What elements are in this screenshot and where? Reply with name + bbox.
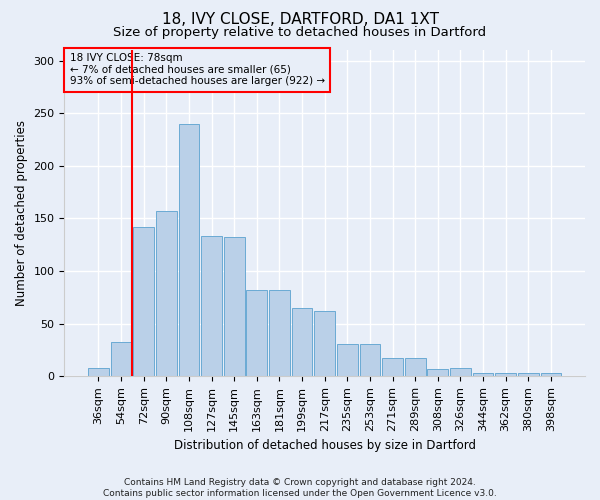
Bar — [541, 373, 562, 376]
Bar — [292, 308, 313, 376]
Bar — [359, 344, 380, 376]
Bar — [247, 290, 267, 376]
Bar — [269, 290, 290, 376]
Text: Size of property relative to detached houses in Dartford: Size of property relative to detached ho… — [113, 26, 487, 39]
Bar — [382, 358, 403, 376]
Bar — [110, 342, 131, 376]
Bar — [314, 311, 335, 376]
Bar — [337, 344, 358, 376]
Bar — [88, 368, 109, 376]
Bar — [518, 373, 539, 376]
Text: 18 IVY CLOSE: 78sqm
← 7% of detached houses are smaller (65)
93% of semi-detache: 18 IVY CLOSE: 78sqm ← 7% of detached hou… — [70, 54, 325, 86]
Bar — [179, 124, 199, 376]
Bar — [427, 369, 448, 376]
Text: 18, IVY CLOSE, DARTFORD, DA1 1XT: 18, IVY CLOSE, DARTFORD, DA1 1XT — [161, 12, 439, 28]
Bar — [405, 358, 425, 376]
Bar — [495, 373, 516, 376]
Text: Contains HM Land Registry data © Crown copyright and database right 2024.
Contai: Contains HM Land Registry data © Crown c… — [103, 478, 497, 498]
Bar — [156, 211, 177, 376]
Bar — [450, 368, 471, 376]
X-axis label: Distribution of detached houses by size in Dartford: Distribution of detached houses by size … — [174, 440, 476, 452]
Bar — [133, 227, 154, 376]
Y-axis label: Number of detached properties: Number of detached properties — [15, 120, 28, 306]
Bar — [201, 236, 222, 376]
Bar — [224, 238, 245, 376]
Bar — [473, 373, 493, 376]
